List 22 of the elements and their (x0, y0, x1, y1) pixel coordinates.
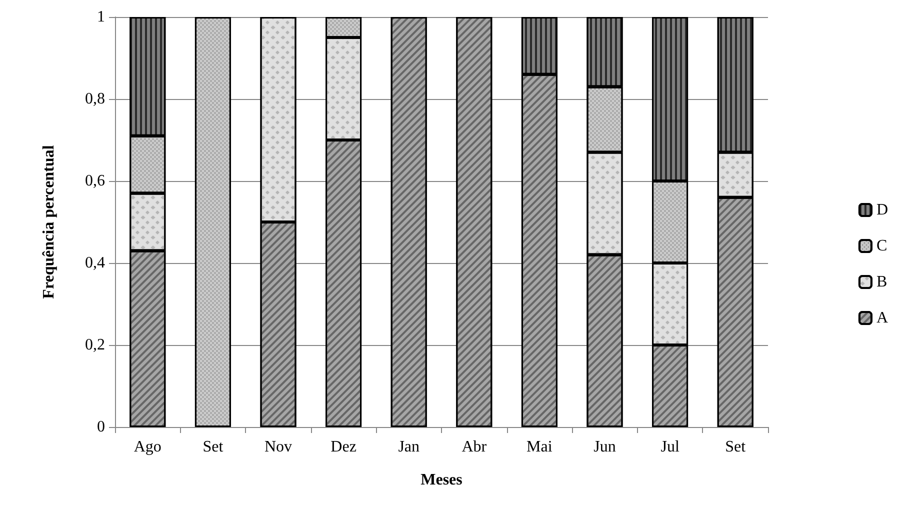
legend-label: C (876, 238, 888, 254)
y-tick-label: 0,6 (85, 172, 105, 190)
x-tick-label: Abr (462, 438, 488, 456)
y-axis-title: Frequência percentual (40, 144, 58, 299)
legend-label: D (876, 202, 888, 218)
y-tick-label: 0,2 (85, 336, 105, 354)
x-tick-label: Jun (594, 438, 616, 456)
x-axis-title: Meses (420, 472, 462, 488)
x-tick-label: Mai (526, 438, 553, 456)
y-tick-label: 1 (97, 8, 105, 26)
x-tick-label: Jul (660, 438, 680, 456)
x-tick-label: Set (725, 438, 746, 456)
y-tick-label: 0,8 (85, 90, 105, 108)
x-tick-label: Set (202, 438, 224, 456)
legend-label: A (876, 310, 888, 326)
legend-label: B (876, 274, 888, 290)
x-tick-label: Dez (330, 438, 356, 456)
y-tick-label: 0 (97, 418, 105, 436)
x-tick-label: Jan (398, 438, 420, 456)
x-tick-label: Nov (264, 438, 292, 456)
y-tick-label: 0,4 (85, 254, 105, 272)
x-tick-label: Ago (134, 438, 162, 456)
